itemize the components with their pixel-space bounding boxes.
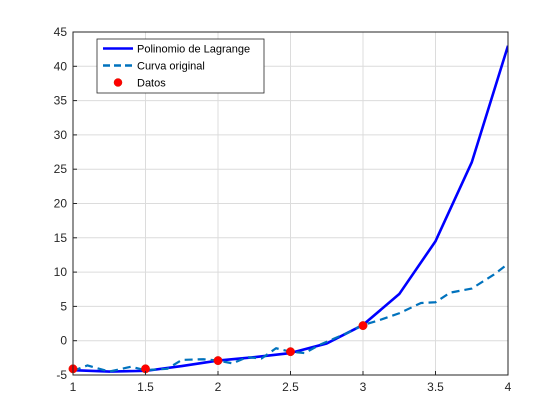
x-tick-label: 3.5: [427, 380, 444, 394]
y-tick-label: 45: [54, 25, 68, 39]
y-tick-label: 40: [54, 59, 68, 73]
data-point-marker: [286, 347, 294, 355]
y-tick-label: 10: [54, 265, 68, 279]
x-tick-label: 1.5: [137, 380, 154, 394]
y-tick-label: 0: [60, 334, 67, 348]
x-tick-label: 4: [505, 380, 512, 394]
x-tick-label: 3: [360, 380, 367, 394]
x-tick-label: 2.5: [282, 380, 299, 394]
x-tick-label: 1: [70, 380, 77, 394]
legend-label-lagrange: Polinomio de Lagrange: [137, 44, 250, 56]
data-point-marker: [214, 356, 222, 364]
legend: Polinomio de Lagrange Curva original Dat…: [97, 39, 264, 93]
x-tick-label: 2: [215, 380, 222, 394]
legend-label-original: Curva original: [137, 61, 205, 73]
data-point-marker: [359, 321, 367, 329]
legend-label-datos: Datos: [137, 78, 166, 90]
y-tick-label: 30: [54, 128, 68, 142]
y-tick-label: 25: [54, 162, 68, 176]
y-tick-label: -5: [56, 368, 67, 382]
y-tick-label: 20: [54, 197, 68, 211]
y-tick-label: 35: [54, 94, 68, 108]
y-tick-label: 15: [54, 231, 68, 245]
y-tick-label: 5: [60, 299, 67, 313]
legend-swatch-datos: [114, 79, 122, 87]
